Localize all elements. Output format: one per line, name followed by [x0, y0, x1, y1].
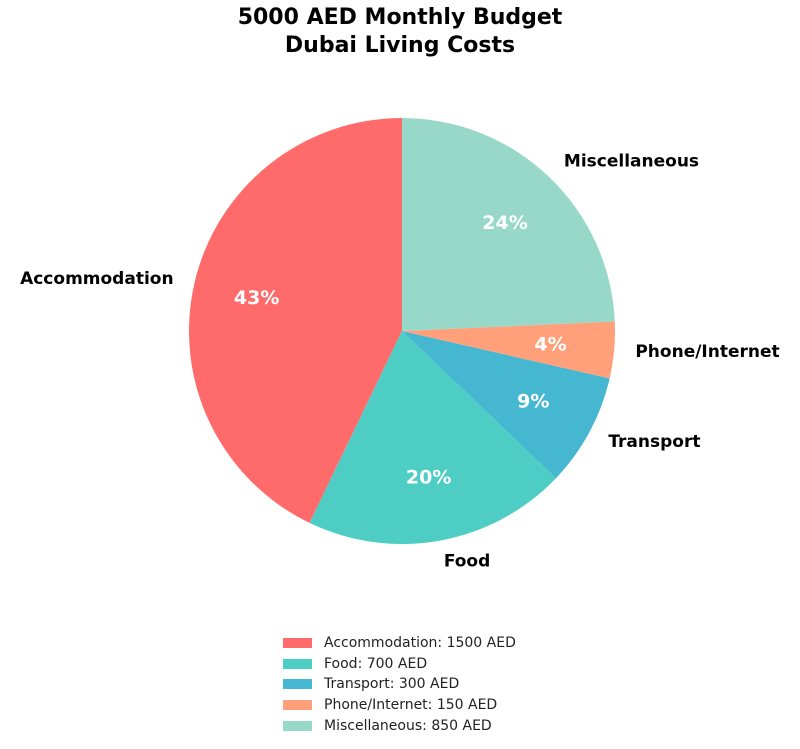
legend: Accommodation: 1500 AED Food: 700 AED Tr…	[283, 633, 516, 736]
chart-title-line-2: Dubai Living Costs	[284, 33, 516, 58]
category-labels: Accommodation Food Transport Phone/Internet…	[20, 152, 780, 572]
pie-wedge-phone-internet	[402, 321, 615, 379]
category-label: Transport	[608, 432, 700, 452]
category-label: Accommodation	[20, 269, 173, 289]
legend-label: Accommodation: 1500 AED	[324, 635, 516, 652]
pie-wedge-accommodation	[188, 118, 402, 523]
legend-swatch	[283, 679, 312, 690]
legend-label: Miscellaneous: 850 AED	[324, 717, 492, 734]
percent-label: 4%	[534, 333, 566, 355]
category-label: Phone/Internet	[635, 342, 779, 362]
pie-wedge-transport	[402, 331, 610, 479]
pie-wedge-food	[309, 331, 556, 545]
legend-label: Food: 700 AED	[324, 655, 428, 672]
chart-title: 5000 AED Monthly Budget Dubai Living Cos…	[0, 4, 800, 60]
chart-title-line-1: 5000 AED Monthly Budget	[237, 5, 563, 30]
legend-item-accommodation: Accommodation: 1500 AED	[283, 633, 516, 654]
category-label: Miscellaneous	[564, 152, 699, 172]
legend-item-transport: Transport: 300 AED	[283, 674, 516, 695]
percent-label: 43%	[234, 287, 279, 309]
legend-label: Phone/Internet: 150 AED	[324, 697, 498, 714]
legend-swatch	[283, 638, 312, 649]
pie-chart: 43% 20% 9% 4% 24% Accommodation Food Transport…	[20, 118, 780, 572]
percent-labels: 43% 20% 9% 4% 24%	[234, 212, 567, 488]
legend-swatch	[283, 720, 312, 731]
percent-label: 9%	[517, 391, 549, 413]
pie-wedges	[188, 118, 615, 545]
pie-wedge-miscellaneous	[402, 118, 615, 331]
legend-item-phone-internet: Phone/Internet: 150 AED	[283, 695, 516, 716]
legend-swatch	[283, 658, 312, 669]
percent-label: 20%	[406, 467, 451, 489]
legend-item-food: Food: 700 AED	[283, 654, 516, 675]
legend-item-miscellaneous: Miscellaneous: 850 AED	[283, 715, 516, 736]
legend-swatch	[283, 700, 312, 711]
legend-label: Transport: 300 AED	[324, 676, 460, 693]
category-label: Food	[444, 552, 490, 572]
percent-label: 24%	[482, 212, 527, 234]
